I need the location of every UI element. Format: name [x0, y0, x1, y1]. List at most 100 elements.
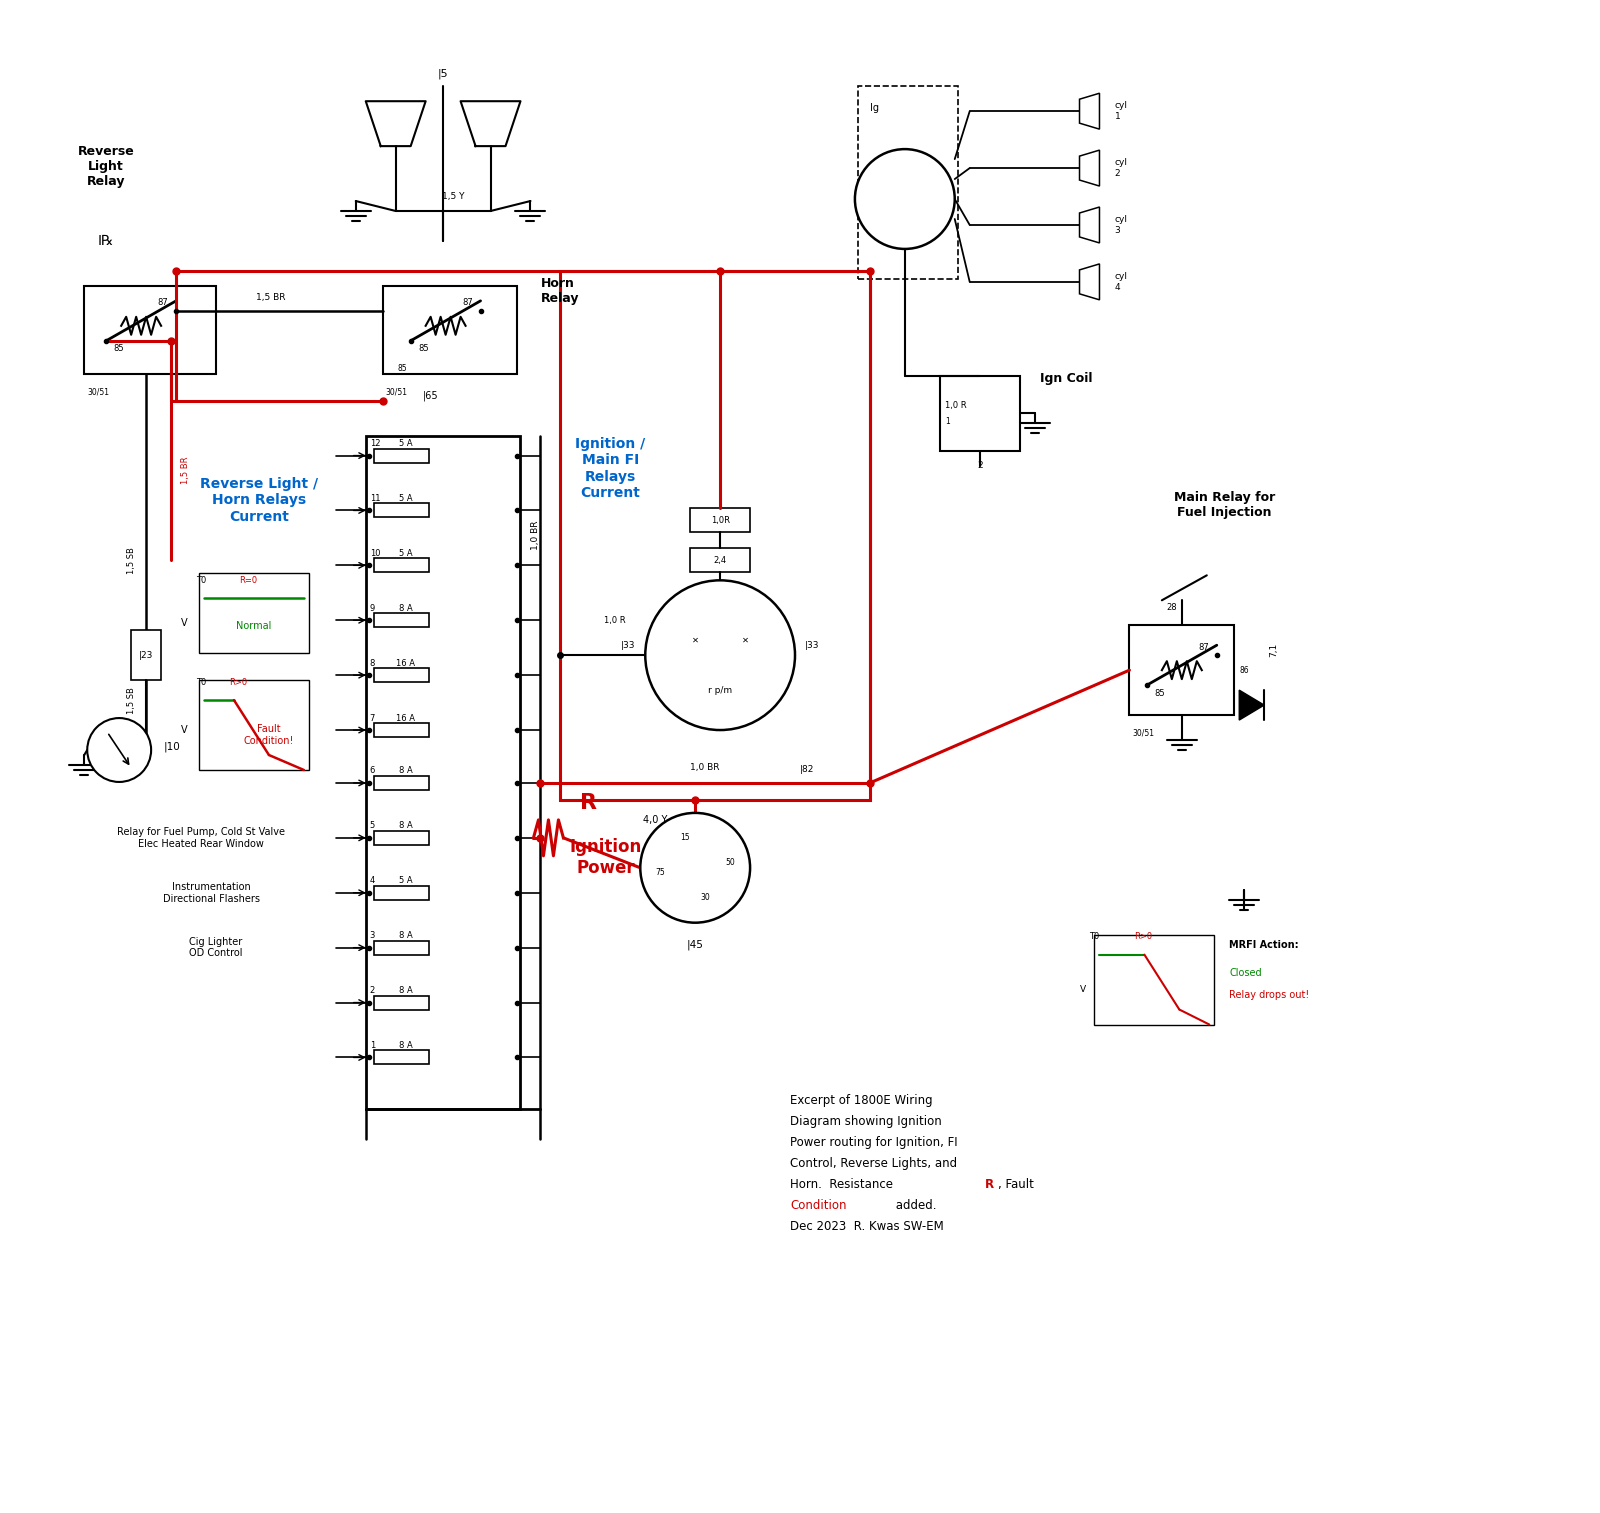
Text: Control, Reverse Lights, and: Control, Reverse Lights, and [790, 1157, 957, 1170]
Text: 85: 85 [418, 345, 429, 353]
Bar [374, 448, 429, 463]
Text: R=0: R=0 [238, 576, 258, 586]
Text: 11: 11 [370, 493, 381, 502]
Text: 85: 85 [398, 365, 408, 374]
Text: 1,5 Y: 1,5 Y [442, 192, 464, 201]
Text: |33: |33 [805, 640, 819, 649]
Text: 28: 28 [1166, 602, 1178, 611]
Text: r p/m: r p/m [709, 685, 733, 694]
Bar [939, 375, 1019, 451]
Text: T0: T0 [1090, 932, 1099, 941]
Text: V: V [181, 619, 187, 628]
Text: 1,5 BR: 1,5 BR [181, 457, 190, 484]
Text: 4,0 Y: 4,0 Y [643, 816, 667, 825]
Bar [374, 831, 429, 844]
Bar [560, 271, 870, 800]
Text: Ignition
Power: Ignition Power [570, 838, 642, 878]
Text: 30/51: 30/51 [386, 387, 408, 396]
Text: , Fault: , Fault [998, 1179, 1034, 1191]
Text: Diagram showing Ignition: Diagram showing Ignition [790, 1115, 942, 1129]
Text: Reverse
Light
Relay: Reverse Light Relay [78, 145, 134, 188]
Bar [374, 613, 429, 628]
Text: 30/51: 30/51 [1133, 729, 1155, 737]
Text: 87: 87 [462, 298, 474, 307]
Text: Ig: Ig [870, 103, 880, 113]
Text: |82: |82 [800, 766, 814, 775]
Text: 8 A: 8 A [398, 986, 413, 996]
Text: Excerpt of 1800E Wiring: Excerpt of 1800E Wiring [790, 1094, 933, 1108]
Bar [374, 776, 429, 790]
Text: |65: |65 [422, 390, 438, 401]
Text: Horn.  Resistance: Horn. Resistance [790, 1179, 896, 1191]
Text: 12: 12 [370, 439, 381, 448]
Polygon shape [1080, 150, 1099, 186]
Circle shape [854, 150, 955, 250]
Text: Normal: Normal [237, 622, 272, 631]
Bar [1094, 935, 1214, 1024]
Text: 86: 86 [1240, 666, 1250, 675]
Text: |5: |5 [438, 68, 448, 79]
Text: Dec 2023  R. Kwas SW-EM: Dec 2023 R. Kwas SW-EM [790, 1219, 944, 1233]
Text: 1,5 SB: 1,5 SB [126, 687, 136, 714]
Text: 87: 87 [158, 298, 168, 307]
Bar [374, 996, 429, 1009]
Text: R>0: R>0 [229, 678, 246, 687]
Text: 5 A: 5 A [398, 439, 413, 448]
Text: 8 A: 8 A [398, 1041, 413, 1050]
Bar [374, 504, 429, 517]
Text: 75: 75 [656, 868, 666, 878]
Bar [374, 723, 429, 737]
Text: |33: |33 [621, 640, 635, 649]
Text: MRFI Action:: MRFI Action: [1229, 940, 1299, 950]
Bar [690, 548, 750, 572]
Text: 1,5 SB: 1,5 SB [126, 546, 136, 573]
Text: R>0: R>0 [1134, 932, 1152, 941]
Text: 30/51: 30/51 [88, 387, 109, 396]
Text: Fault
Condition!: Fault Condition! [243, 725, 294, 746]
Polygon shape [1080, 263, 1099, 300]
Text: cyl
1: cyl 1 [1115, 101, 1128, 121]
Polygon shape [1240, 690, 1264, 720]
Circle shape [640, 812, 750, 923]
Text: cyl
3: cyl 3 [1115, 215, 1128, 235]
Bar [198, 573, 309, 654]
Text: 1,0R: 1,0R [710, 516, 730, 525]
Text: 85: 85 [1155, 688, 1165, 697]
Bar [374, 558, 429, 572]
Text: 6: 6 [370, 767, 374, 776]
Text: added.: added. [891, 1200, 936, 1212]
Text: Cig Lighter
OD Control: Cig Lighter OD Control [189, 937, 243, 958]
Text: 16 A: 16 A [397, 658, 414, 667]
Text: 8: 8 [370, 658, 374, 667]
Text: cyl
4: cyl 4 [1115, 272, 1128, 292]
Text: 3: 3 [370, 930, 374, 940]
Text: |23: |23 [139, 651, 154, 660]
Polygon shape [1080, 94, 1099, 129]
Text: R: R [579, 793, 597, 812]
Bar [198, 681, 309, 770]
Text: 5 A: 5 A [398, 876, 413, 885]
Text: 1,5 BR: 1,5 BR [256, 294, 286, 303]
Text: 1: 1 [944, 416, 949, 425]
Bar [374, 885, 429, 900]
Text: 87: 87 [1198, 643, 1210, 652]
Text: Reverse Light /
Horn Relays
Current: Reverse Light / Horn Relays Current [200, 477, 318, 523]
Bar [374, 941, 429, 955]
Text: 2: 2 [978, 461, 982, 471]
Text: Condition: Condition [790, 1200, 846, 1212]
Text: 1: 1 [370, 1041, 374, 1050]
Text: 8 A: 8 A [398, 767, 413, 776]
Bar [85, 286, 216, 374]
Circle shape [645, 581, 795, 731]
Text: Relay drops out!: Relay drops out! [1229, 990, 1309, 1000]
Bar [690, 508, 750, 533]
Text: |45: |45 [686, 940, 704, 950]
Text: I℞: I℞ [98, 235, 115, 248]
Bar [131, 631, 162, 681]
Text: 16 A: 16 A [397, 714, 414, 723]
Text: 4: 4 [370, 876, 374, 885]
Text: 10: 10 [370, 549, 381, 558]
Bar [382, 286, 517, 374]
Text: 1,0 BR: 1,0 BR [691, 764, 720, 773]
Text: 50: 50 [725, 858, 734, 867]
